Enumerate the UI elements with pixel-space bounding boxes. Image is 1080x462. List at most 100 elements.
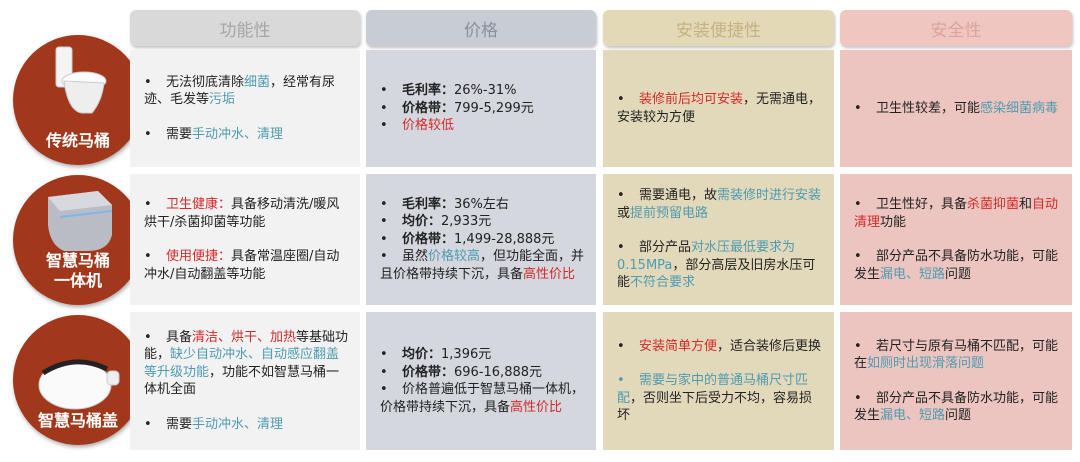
- text: 部分产品不具备防水功能，可能发生: [854, 390, 1059, 424]
- text: 799-5,299元: [454, 100, 534, 116]
- bullet-dot: •: [617, 92, 625, 107]
- traditional-toilet-icon: [48, 45, 108, 120]
- text: ，功能不如智慧马桶一体机全面: [144, 364, 340, 398]
- highlight-red: 杀菌抑菌: [967, 197, 1020, 212]
- bullet-dot: •: [617, 240, 625, 256]
- bullet-item: • 使用便捷：具备常温座圈/自动冲水/自动翻盖等功能: [144, 248, 350, 283]
- bullet-dot: •: [380, 100, 388, 116]
- highlight-teal: 漏电、短路: [880, 408, 946, 423]
- highlight-red: 装修前后均可安装: [639, 92, 744, 107]
- text: 具备移动清洗/暖风烘干/杀菌抑菌等功能: [144, 197, 340, 230]
- cell-price: • 毛利率：26%-31% • 价格带：799-5,299元 • 价格较低: [366, 50, 596, 167]
- text: 虽然: [402, 249, 429, 265]
- text: 需要通电，故: [639, 188, 718, 204]
- text: 问题: [945, 266, 972, 282]
- bold-label: 均价：: [402, 347, 442, 362]
- bullet-dot: •: [380, 196, 388, 212]
- column-header-installation: 安装便捷性: [603, 10, 834, 46]
- text: 26%-31%: [454, 83, 517, 99]
- category-label: 智慧马桶盖: [37, 411, 118, 430]
- highlight-red: 安装简单方便: [639, 338, 718, 354]
- bullet-item: • 价格普遍低于智慧马桶一体机，价格带持续下沉，具备高性价比: [380, 381, 586, 416]
- highlight-teal: 漏电、短路: [880, 266, 946, 282]
- text: ，适合装修后更换: [717, 338, 822, 354]
- highlight-red: 高性价比: [523, 266, 576, 282]
- bullet-item: • 具备清洁、烘干、加热等基础功能，缺少自动冲水、自动感应翻盖等升级功能，功能不如…: [144, 329, 350, 399]
- category-badge: 传统马桶: [13, 35, 143, 165]
- cell-safety: • 卫生性好，具备杀菌抑菌和自动清理功能 • 部分产品不具备防水功能，可能发生漏电、短…: [840, 174, 1072, 305]
- highlight-teal: 细菌: [244, 74, 271, 90]
- text: 和: [1019, 197, 1033, 212]
- text: ，无需通电，安装较为方便: [617, 92, 822, 125]
- bullet-item: • 毛利率：36%左右: [380, 196, 586, 214]
- cell-price: • 均价：1,396元 • 价格带：696-16,888元 • 价格普遍低于智慧马桶一体机…: [366, 312, 596, 450]
- bullet-item: • 若尺寸与原有马桶不匹配，可能在如厕时出现滑落问题: [854, 338, 1062, 373]
- highlight-teal: 手动冲水、清理: [192, 416, 284, 432]
- text: 或: [617, 205, 631, 221]
- text: 问题: [945, 408, 972, 423]
- bullet-dot: •: [144, 249, 152, 264]
- bullet-item: • 价格带：799-5,299元: [380, 100, 586, 118]
- bullet-dot: •: [380, 364, 388, 380]
- bullet-item: • 部分产品不具备防水功能，可能发生漏电、短路问题: [854, 248, 1062, 283]
- cell-functionality: • 无法彻底清除细菌，经常有尿迹、毛发等污垢 • 需要手动冲水、清理: [130, 50, 360, 167]
- bullet-item: • 安装简单方便，适合装修后更换: [617, 338, 824, 356]
- bullet-dot: •: [854, 390, 862, 406]
- highlight-teal: 价格较高: [428, 249, 481, 265]
- text: 具备常温座圈/自动冲水/自动翻盖等功能: [144, 249, 340, 282]
- highlight-teal: 提前预留电路: [630, 205, 709, 221]
- category-badge: 智慧马桶盖: [13, 315, 143, 445]
- highlight-teal: 需装修时进行安装: [717, 188, 822, 204]
- bullet-dot: •: [144, 197, 152, 212]
- text: 具备: [166, 329, 193, 345]
- highlight-teal: 感染细菌病毒: [980, 100, 1059, 116]
- highlight-teal: 污垢: [209, 92, 236, 108]
- text: ，但功能全面，并且价格带持续下沉，具备: [380, 249, 585, 282]
- bold-label: 价格带：: [402, 364, 455, 380]
- highlight-red: 自动清理: [854, 197, 1059, 230]
- column-header-safety: 安全性: [840, 10, 1072, 46]
- text: ，部分高层及旧房水压可能: [617, 257, 816, 291]
- bullet-dot: •: [617, 188, 625, 204]
- column-header-functionality: 功能性: [130, 10, 360, 46]
- bullet-item: • 需要手动冲水、清理: [144, 126, 350, 144]
- bullet-item: • 均价：2,933元: [380, 213, 586, 231]
- column-header-price: 价格: [366, 10, 596, 46]
- bullet-dot: •: [380, 118, 388, 134]
- bullet-dot: •: [380, 249, 388, 265]
- bullet-dot: •: [380, 347, 388, 362]
- bold-label: 价格带：: [402, 100, 455, 116]
- bullet-item: • 均价：1,396元: [380, 346, 586, 364]
- category-label: 智慧马桶: [45, 251, 110, 270]
- smart-toilet-seat-icon: [33, 347, 123, 418]
- highlight-red: 高性价比: [510, 399, 563, 415]
- bullet-item: • 卫生性较差，可能感染细菌病毒: [854, 100, 1062, 118]
- category-label: 一体机: [53, 271, 102, 290]
- bullet-dot: •: [144, 126, 152, 142]
- bullet-dot: •: [144, 416, 152, 432]
- bullet-item: • 卫生健康：具备移动清洗/暖风烘干/杀菌抑菌等功能: [144, 196, 350, 231]
- bullet-dot: •: [854, 249, 862, 264]
- highlight-red: 清洁、烘干、加热: [192, 329, 297, 345]
- text: ，经常有尿迹、毛发等: [144, 74, 336, 108]
- bullet-item: • 装修前后均可安装，无需通电，安装较为方便: [617, 91, 824, 126]
- cell-functionality: • 卫生健康：具备移动清洗/暖风烘干/杀菌抑菌等功能 • 使用便捷：具备常温座圈/自动…: [130, 174, 360, 305]
- bullet-dot: •: [617, 373, 625, 388]
- highlight-red: 使用便捷：: [166, 249, 232, 264]
- highlight-teal: 需要与家中的普通马桶尺寸匹配: [617, 373, 809, 406]
- bold-label: 毛利率：: [402, 83, 455, 99]
- bullet-item: • 价格较低: [380, 117, 586, 135]
- text: 需要: [166, 126, 193, 142]
- bullet-dot: •: [854, 338, 862, 354]
- category-badge: 智慧马桶 一体机: [13, 175, 143, 305]
- text: 功能: [880, 214, 907, 230]
- bullet-item: • 需要手动冲水、清理: [144, 416, 350, 434]
- bullet-item: • 价格带：696-16,888元: [380, 364, 586, 382]
- bullet-dot: •: [144, 329, 152, 345]
- text: 部分产品: [639, 240, 692, 256]
- bullet-item: • 虽然价格较高，但功能全面，并且价格带持续下沉，具备高性价比: [380, 248, 586, 283]
- text: 696-16,888元: [454, 364, 543, 380]
- highlight-red: 卫生健康：: [166, 197, 232, 212]
- bullet-dot: •: [380, 83, 388, 99]
- bullet-dot: •: [854, 197, 862, 212]
